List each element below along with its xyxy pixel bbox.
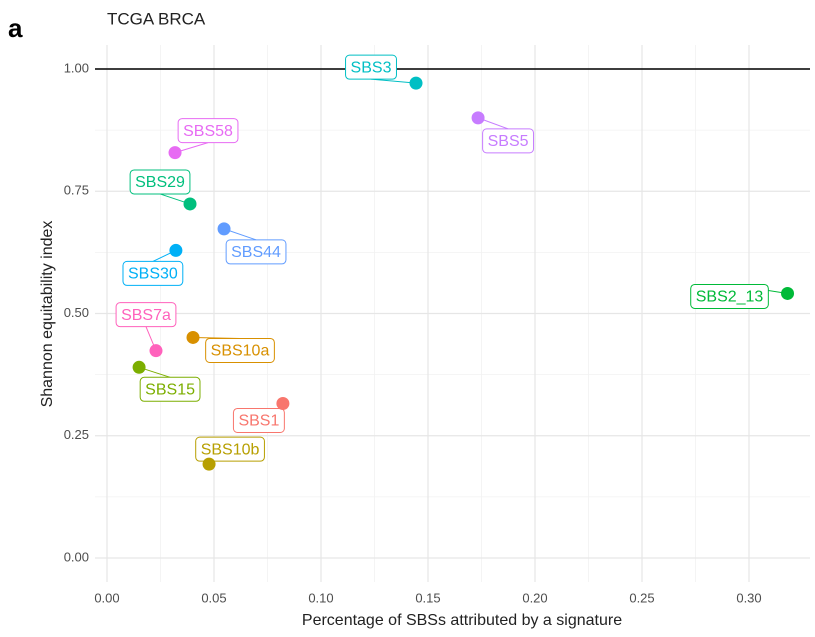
label-box: [129, 169, 191, 195]
x-axis-label: Percentage of SBSs attributed by a signa…: [302, 612, 622, 629]
label-box: [139, 376, 201, 402]
x-tick-label: 0.20: [522, 590, 547, 605]
label-box: [482, 128, 535, 154]
point-label: SBS58: [183, 123, 233, 140]
point: [202, 457, 216, 471]
label-box: [232, 407, 285, 433]
point-label: SBS15: [145, 382, 195, 399]
label-box: [122, 260, 184, 286]
label-box: [690, 283, 769, 309]
y-tick-label: 0.75: [64, 183, 89, 198]
x-tick-label: 0.00: [94, 590, 119, 605]
point: [471, 111, 485, 125]
point-label: SBS29: [135, 174, 185, 191]
y-tick-label: 0.00: [64, 549, 89, 564]
point: [168, 146, 182, 160]
label-box: [345, 54, 397, 80]
label-box: [115, 302, 177, 328]
point-label: SBS2_13: [696, 289, 764, 306]
panel-label: a: [8, 13, 23, 43]
point-label: SBS10a: [211, 343, 270, 360]
point-label: SBS1: [238, 413, 279, 430]
point: [132, 360, 146, 374]
y-axis-label: Shannon equitability index: [39, 221, 56, 408]
y-tick-label: 0.25: [64, 427, 89, 442]
point: [276, 396, 290, 410]
point-label: SBS7a: [121, 307, 171, 324]
point-label: SBS5: [488, 133, 529, 150]
leader-line: [370, 78, 417, 84]
x-tick-label: 0.15: [415, 590, 440, 605]
x-tick-label: 0.30: [736, 590, 761, 605]
label-box: [205, 337, 275, 363]
point: [169, 243, 183, 257]
x-tick-label: 0.25: [629, 590, 654, 605]
x-tick-label: 0.10: [308, 590, 333, 605]
point: [781, 286, 795, 300]
point: [409, 76, 423, 90]
point-label: SBS30: [128, 266, 178, 283]
y-tick-label: 0.50: [64, 305, 89, 320]
x-tick-label: 0.05: [201, 590, 226, 605]
label-box: [177, 118, 239, 144]
y-tick-label: 1.00: [64, 60, 89, 75]
chart-title: TCGA BRCA: [107, 9, 206, 28]
point: [217, 222, 231, 236]
point-label: SBS44: [231, 244, 281, 261]
label-box: [195, 436, 265, 462]
point: [149, 344, 163, 358]
point: [183, 197, 197, 211]
label-box: [225, 239, 287, 265]
point-label: SBS10b: [201, 441, 260, 458]
point: [186, 330, 200, 344]
point-label: SBS3: [351, 59, 392, 76]
